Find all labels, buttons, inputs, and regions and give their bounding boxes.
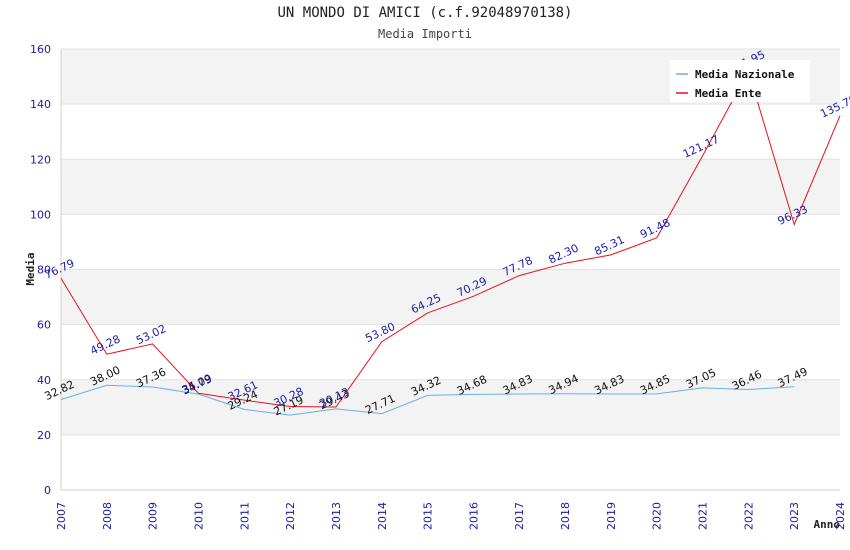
x-tick-label: 2021 [697, 502, 710, 530]
y-tick-label: 40 [37, 374, 51, 387]
y-axis-label: Media [24, 252, 37, 285]
series-line-nazionale [60, 384, 795, 416]
y-tick-label: 60 [37, 319, 51, 332]
y-tick-label: 0 [44, 484, 51, 497]
x-tick-label: 2020 [651, 502, 664, 530]
x-tick-label: 2017 [513, 502, 526, 530]
x-tick-label: 2018 [559, 502, 572, 530]
x-tick-label: 2014 [376, 502, 389, 530]
y-tick-label: 80 [37, 264, 51, 277]
x-tick-label: 2016 [467, 502, 480, 530]
x-tick-label: 2022 [742, 502, 755, 530]
legend-label: Media Nazionale [695, 68, 795, 81]
legend-label: Media Ente [695, 87, 762, 100]
x-tick-label: 2019 [605, 502, 618, 530]
series-line-ente [60, 69, 841, 408]
y-tick-label: 100 [30, 208, 51, 221]
grid-bands [61, 49, 840, 490]
grid-band [61, 104, 840, 160]
x-tick-label: 2007 [55, 502, 68, 530]
grid-band [61, 379, 840, 435]
legend: Media Nazionale Media Ente [670, 60, 810, 102]
x-tick-label: 2023 [788, 502, 801, 530]
grid-band [61, 434, 840, 490]
y-tick-label: 160 [30, 43, 51, 56]
axes [60, 49, 840, 491]
legend-box [670, 60, 810, 102]
chart-subtitle: Media Importi [378, 27, 472, 41]
y-tick-labels: 0 20 40 60 80 100 120 140 160 [30, 43, 51, 497]
x-tick-label: 2015 [422, 502, 435, 530]
x-tick-label: 2024 [834, 502, 847, 530]
series-lines [60, 69, 841, 416]
x-tick-label: 2013 [330, 502, 343, 530]
x-tick-label: 2011 [238, 502, 251, 530]
x-tick-label: 2009 [147, 502, 160, 530]
x-tick-labels: 2007 2008 2009 2010 2011 2012 2013 2014 2015 2016… [55, 502, 847, 530]
x-axis-label: Anno [814, 518, 841, 531]
y-tick-label: 140 [30, 98, 51, 111]
x-tick-label: 2008 [101, 502, 114, 530]
grid-band [61, 324, 840, 380]
grid-band [61, 159, 840, 215]
x-tick-label: 2010 [192, 502, 205, 530]
y-tick-label: 120 [30, 153, 51, 166]
chart-title: UN MONDO DI AMICI (c.f.92048970138) [277, 5, 573, 21]
x-tick-label: 2012 [284, 502, 297, 530]
grid-lines [61, 48, 840, 491]
grid-band [61, 269, 840, 325]
y-tick-label: 20 [37, 429, 51, 442]
grid-band [61, 214, 840, 270]
